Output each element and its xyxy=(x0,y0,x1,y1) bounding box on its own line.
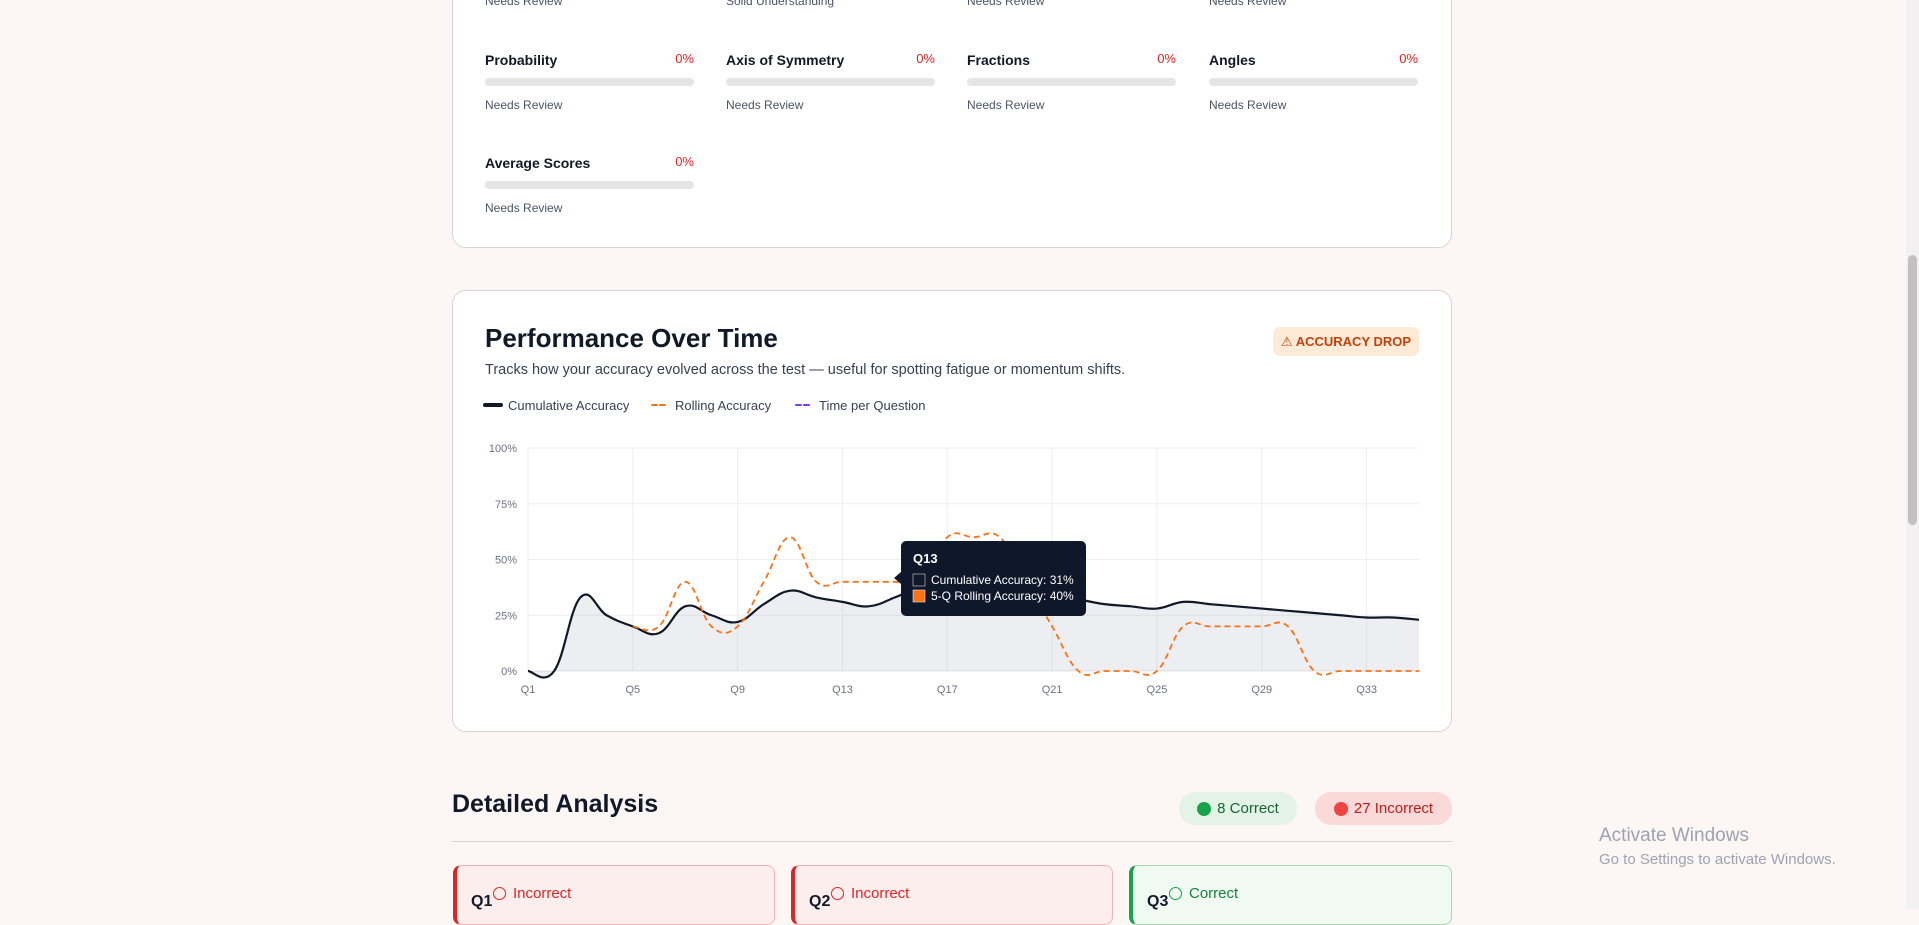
tooltip-swatch xyxy=(912,589,926,603)
watermark-title: Activate Windows xyxy=(1599,825,1749,846)
incorrect-count: 27 Incorrect xyxy=(1353,800,1434,817)
tooltip-title: Q13 xyxy=(913,551,938,566)
correct-pill[interactable]: 8 Correct xyxy=(1179,792,1297,825)
skill-name: Angles xyxy=(1209,52,1256,68)
skill-status: Needs Review xyxy=(485,201,563,215)
skill-status: Needs Review xyxy=(1209,98,1287,112)
correct-count: 8 Correct xyxy=(1217,800,1279,817)
x-tick-label: Q33 xyxy=(1356,684,1377,696)
y-tick-label: 75% xyxy=(495,499,517,511)
skill-status: Needs Review xyxy=(485,0,563,8)
x-tick-label: Q21 xyxy=(1042,684,1063,696)
skill-status: Solid Understanding xyxy=(726,0,835,8)
tooltip-swatch xyxy=(912,573,926,587)
y-tick-label: 0% xyxy=(501,666,517,678)
y-tick-label: 50% xyxy=(495,555,517,567)
status-icon xyxy=(1169,887,1182,900)
badge: ⚠ ACCURACY DROP xyxy=(1273,327,1419,356)
x-tick-label: Q25 xyxy=(1147,684,1168,696)
scrollbar-thumb[interactable] xyxy=(1908,255,1917,525)
line xyxy=(632,532,1419,676)
skill-status: Needs Review xyxy=(1209,0,1287,8)
question-card[interactable]: Q2 Incorrect xyxy=(791,865,1113,925)
question-number: Q2 xyxy=(809,893,831,910)
question-card[interactable]: Q1 Incorrect xyxy=(453,865,775,925)
question-status: Correct xyxy=(1189,885,1239,902)
tooltip: Q13 Cumulative Accuracy: 31% 5-Q Rolling A… xyxy=(894,541,1086,616)
skill-status: Needs Review xyxy=(485,98,563,112)
skills-card xyxy=(452,0,1452,248)
performance-card xyxy=(452,290,1452,732)
section-title: Performance Over Time xyxy=(485,323,778,353)
skill-percent: 0% xyxy=(1399,51,1418,66)
skill-track xyxy=(485,181,694,189)
section-subtitle: Tracks how your accuracy evolved across … xyxy=(485,362,1126,378)
y-tick-label: 25% xyxy=(495,610,517,622)
skill-name: Axis of Symmetry xyxy=(726,52,845,68)
tooltip-arrow xyxy=(894,572,901,584)
skill-name: Average Scores xyxy=(485,155,591,171)
tooltip-line: Cumulative Accuracy: 31% xyxy=(931,573,1074,587)
skill-percent: 0% xyxy=(675,51,694,66)
x-tick-label: Q17 xyxy=(937,684,958,696)
skill-name: Probability xyxy=(485,52,558,68)
skill-track xyxy=(485,78,694,86)
y-tick-label: 100% xyxy=(489,443,517,455)
tooltip-line: 5-Q Rolling Accuracy: 40% xyxy=(931,589,1074,603)
x-tick-label: Q9 xyxy=(730,684,745,696)
status-icon xyxy=(831,887,844,900)
x-tick-label: Q29 xyxy=(1251,684,1272,696)
skill-status: Needs Review xyxy=(726,98,804,112)
x-tick-label: Q13 xyxy=(832,684,853,696)
skill-track xyxy=(1209,78,1418,86)
skill-percent: 0% xyxy=(916,51,935,66)
skill-status: Needs Review xyxy=(967,0,1045,8)
skill-name: Fractions xyxy=(967,52,1031,68)
legend-label: Rolling Accuracy xyxy=(675,398,772,413)
legend-label: Time per Question xyxy=(819,398,925,413)
analysis-title: Detailed Analysis xyxy=(452,790,659,818)
area xyxy=(528,579,1419,678)
legend-label: Cumulative Accuracy xyxy=(508,398,630,413)
skill-percent: 0% xyxy=(1157,51,1176,66)
question-card[interactable]: Q3 Correct xyxy=(1129,865,1452,925)
x-tick-label: Q5 xyxy=(625,684,640,696)
skill-track xyxy=(967,78,1176,86)
status-icon xyxy=(493,887,506,900)
tooltip-box xyxy=(901,541,1086,616)
question-number: Q3 xyxy=(1147,893,1169,910)
incorrect-pill[interactable]: 27 Incorrect xyxy=(1315,792,1452,825)
divider xyxy=(452,841,1452,842)
question-status: Incorrect xyxy=(513,885,572,902)
question-status: Incorrect xyxy=(851,885,910,902)
skill-status: Needs Review xyxy=(967,98,1045,112)
skill-track xyxy=(726,78,935,86)
skill-percent: 0% xyxy=(675,154,694,169)
x-tick-label: Q1 xyxy=(521,684,536,696)
watermark-text: Go to Settings to activate Windows. xyxy=(1599,851,1836,868)
question-number: Q1 xyxy=(471,893,493,910)
